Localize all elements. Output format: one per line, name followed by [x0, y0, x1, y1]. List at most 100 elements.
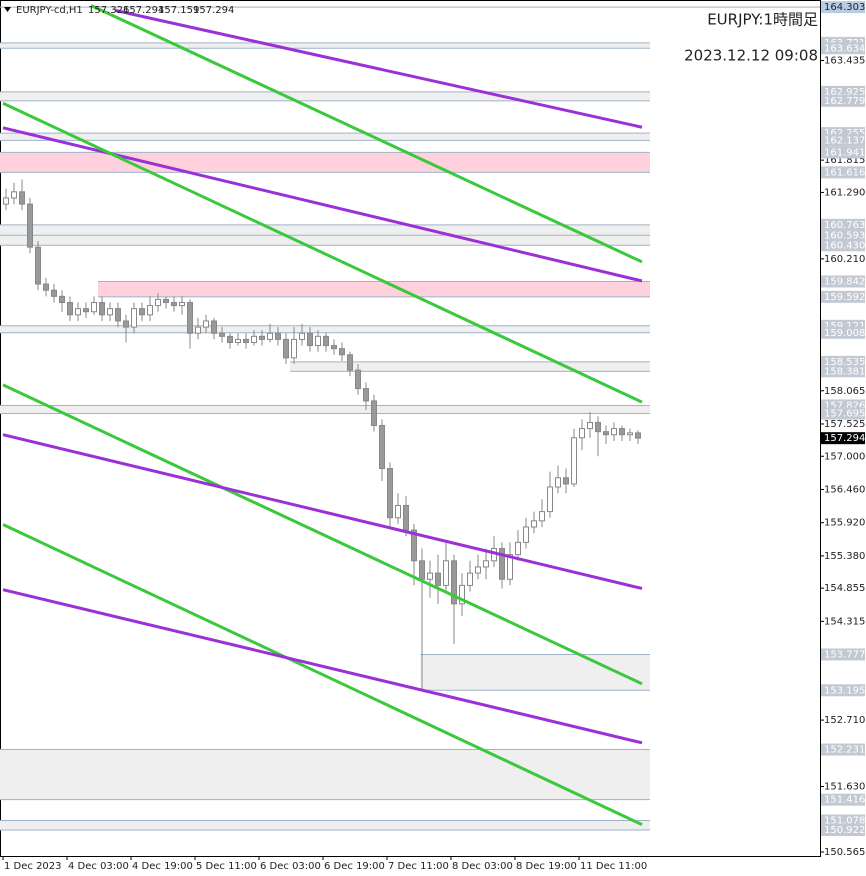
candle-body — [139, 308, 145, 316]
candle-body — [523, 526, 529, 543]
level-label: 161.616 — [824, 167, 865, 178]
candle-body — [43, 283, 49, 291]
candle-body — [267, 332, 273, 340]
subtitle: 2023.12.12 09:08 — [684, 47, 818, 65]
candle-body — [171, 302, 177, 307]
candle-body — [3, 197, 9, 205]
candle-body — [19, 191, 25, 205]
candle-body — [411, 529, 417, 562]
zone — [0, 152, 650, 173]
zone — [0, 820, 650, 831]
candle-body — [259, 335, 265, 340]
level-label: 162.137 — [824, 135, 865, 146]
candle-body — [83, 308, 89, 313]
trendline — [90, 4, 643, 264]
x-tick-label: 7 Dec 11:00 — [388, 861, 449, 872]
level-label: 161.941 — [824, 147, 865, 158]
candle-body — [587, 421, 593, 430]
x-tick-label: 11 Dec 11:00 — [580, 861, 647, 872]
candle-body — [51, 289, 57, 297]
level-label: 153.777 — [824, 649, 865, 660]
level-label-box — [821, 326, 865, 339]
x-tick-label: 6 Dec 19:00 — [324, 861, 385, 872]
candle-body — [323, 335, 329, 347]
candle-body — [227, 335, 233, 343]
level-label: 158.535 — [824, 357, 865, 368]
candle-body — [283, 338, 289, 359]
menu-arrow[interactable] — [4, 7, 11, 12]
current-price-box — [821, 432, 865, 445]
candle-body — [363, 388, 369, 402]
candle-body — [619, 428, 625, 436]
y-tick-label: 155.380 — [824, 551, 865, 562]
level-label: 160.430 — [824, 240, 865, 251]
level-label-box — [821, 743, 865, 756]
candle-body — [603, 431, 609, 436]
candle-body — [147, 305, 153, 316]
candle-body — [507, 554, 513, 580]
candle-body — [155, 298, 161, 307]
candles — [3, 179, 641, 691]
axis: 163.435 161.815 161.290 160.210 158.065 157.5… — [820, 1, 865, 858]
candle-body — [27, 203, 33, 248]
level-label-box — [821, 824, 865, 837]
y-tick-label: 150.565 — [824, 847, 865, 858]
candle-body — [275, 332, 281, 340]
level-label-box — [821, 146, 865, 159]
candle-body — [11, 191, 17, 199]
candle-body — [35, 246, 41, 285]
level-label: 159.842 — [824, 276, 865, 287]
candle-body — [299, 332, 305, 340]
trendline — [114, 8, 643, 129]
y-tick-label: 158.065 — [824, 386, 865, 397]
candle-body — [347, 354, 353, 371]
x-tick-label: 8 Dec 19:00 — [516, 861, 577, 872]
candle-body — [123, 320, 129, 328]
zone — [290, 361, 650, 372]
level-label-box — [821, 648, 865, 661]
level-label-box — [821, 239, 865, 252]
candle-body — [315, 335, 321, 347]
level-label: 150.922 — [824, 825, 865, 836]
candle-body — [75, 308, 81, 316]
candle-body — [163, 298, 169, 304]
level-label: 157.826 — [824, 400, 865, 411]
level-label-box — [821, 218, 865, 231]
candle-body — [307, 332, 313, 347]
candle-body — [355, 369, 361, 390]
y-tick-label: 156.460 — [824, 484, 865, 495]
candle-body — [443, 560, 449, 586]
level-label: 162.779 — [824, 96, 865, 107]
y-tick-label: 154.855 — [824, 583, 865, 594]
zone — [0, 42, 650, 49]
level-label: 159.592 — [824, 292, 865, 303]
level-label: 153.195 — [824, 685, 865, 696]
level-label-box — [821, 275, 865, 288]
trendline — [2, 588, 643, 745]
symbol: EURJPY-cd,H1 — [16, 5, 83, 16]
title: EURJPY:1時間足 — [707, 11, 818, 29]
level-label: 157.695 — [824, 409, 865, 420]
y-tick-label: 161.815 — [824, 155, 865, 166]
candle-body — [91, 302, 97, 313]
zone — [0, 749, 650, 800]
candle-body — [627, 432, 633, 436]
trendline — [2, 101, 643, 404]
y-tick-label: 163.435 — [824, 56, 865, 67]
plot-frame — [0, 0, 821, 857]
ohlc-close: 157.294 — [193, 5, 234, 16]
level-label: 162.925 — [824, 87, 865, 98]
x-tick-label: 4 Dec 03:00 — [68, 861, 129, 872]
candle-body — [107, 308, 113, 316]
candle-body — [203, 320, 209, 328]
level-label-box — [821, 1, 865, 14]
candle-body — [635, 432, 641, 439]
y-tick-label: 155.920 — [824, 518, 865, 529]
trendline — [2, 523, 643, 826]
candle-body — [131, 308, 137, 328]
level-label: 160.593 — [824, 230, 865, 241]
level-label: 164.303 — [824, 2, 865, 13]
candle-body — [435, 572, 441, 586]
level-label-box — [821, 355, 865, 368]
